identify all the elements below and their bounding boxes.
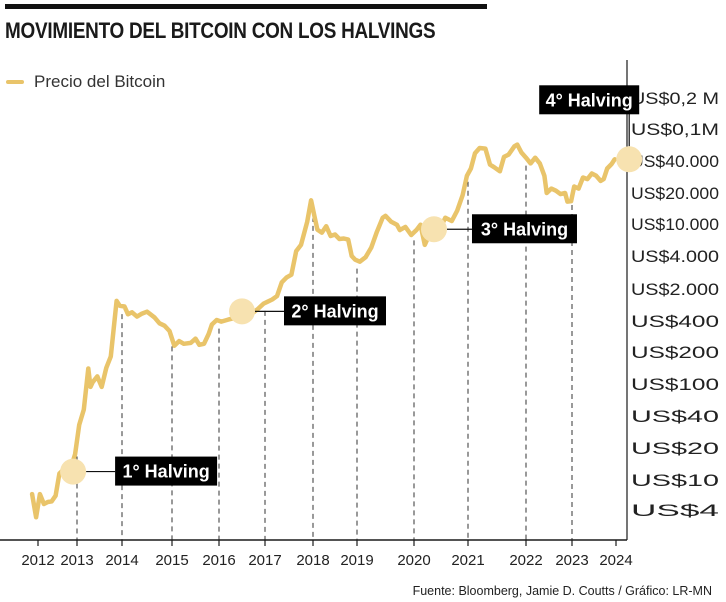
x-tick-label: 2023 xyxy=(555,552,588,569)
y-tick-label: US$2.000 xyxy=(631,281,719,299)
y-tick-label: US$0,1M xyxy=(631,121,719,139)
halving-marker xyxy=(60,458,87,485)
halving-marker xyxy=(229,298,255,325)
x-tick-label: 2013 xyxy=(60,552,93,569)
x-tick-label: 2017 xyxy=(248,552,281,569)
chart-title: MOVIMIENTO DEL BITCOIN CON LOS HALVINGS xyxy=(5,18,436,43)
y-tick-label: US$10.000 xyxy=(631,216,719,234)
y-tick-label: US$40.000 xyxy=(631,153,719,171)
halving-label: 3° Halving xyxy=(481,219,568,239)
title-bar-rule xyxy=(5,4,487,9)
x-tick-label: 2022 xyxy=(509,552,542,569)
x-tick-label: 2021 xyxy=(451,552,484,569)
x-tick-label: 2012 xyxy=(21,552,54,569)
y-tick-label: US$200 xyxy=(631,344,719,362)
x-tick-label: 2016 xyxy=(202,552,235,569)
y-tick-label: US$100 xyxy=(631,376,719,394)
legend-label: Precio del Bitcoin xyxy=(34,72,166,91)
halving-label: 2° Halving xyxy=(291,301,378,321)
halving-label-box xyxy=(471,214,577,244)
y-tick-label: US$20 xyxy=(631,440,719,458)
halving-marker xyxy=(616,146,643,173)
y-tick-label: US$0,2 M xyxy=(631,90,719,108)
y-tick-label: US$400 xyxy=(631,313,719,331)
x-tick-label: 2024 xyxy=(599,552,632,569)
legend-swatch xyxy=(6,80,24,84)
y-tick-label: US$20.000 xyxy=(631,185,719,203)
legend: Precio del Bitcoin xyxy=(6,72,165,92)
source-note: Fuente: Bloomberg, Jamie D. Coutts / Grá… xyxy=(412,584,712,598)
halving-label: 1° Halving xyxy=(122,462,209,482)
x-tick-label: 2020 xyxy=(397,552,430,569)
y-tick-label: US$10 xyxy=(631,472,719,490)
price-line xyxy=(29,142,617,520)
halving-label-box xyxy=(115,456,218,486)
x-tick-label: 2019 xyxy=(340,552,373,569)
y-tick-label: US$4.000 xyxy=(631,248,719,266)
x-tick-label: 2018 xyxy=(296,552,329,569)
x-tick-label: 2015 xyxy=(155,552,188,569)
halving-label: 4° Halving xyxy=(546,90,633,110)
halving-label-box xyxy=(539,85,640,115)
y-tick-label: US$40 xyxy=(631,408,719,426)
x-tick-label: 2014 xyxy=(105,552,138,569)
halving-marker xyxy=(420,216,447,243)
y-tick-label: US$4 xyxy=(631,502,719,520)
halving-label-box xyxy=(284,296,386,326)
